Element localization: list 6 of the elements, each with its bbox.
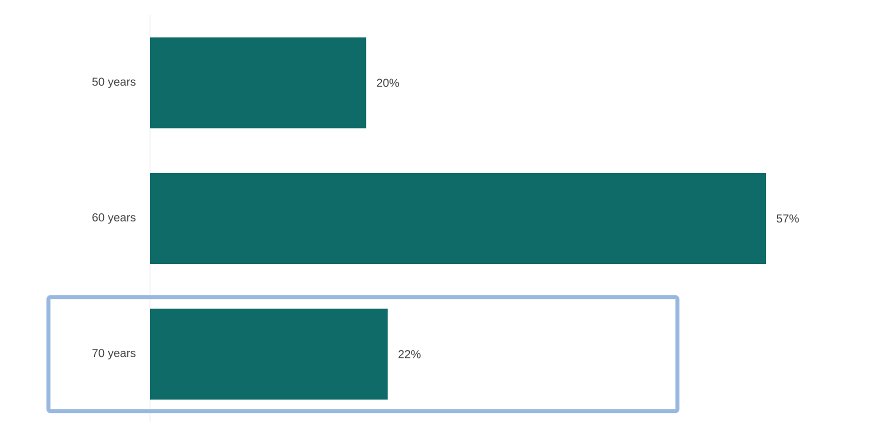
data-label: 20% <box>376 78 399 87</box>
data-label: 57% <box>776 214 799 223</box>
y-tick-label: 70 years <box>92 348 136 360</box>
y-tick-label: 50 years <box>92 78 136 88</box>
y-tick-label: 60 years <box>92 213 136 224</box>
data-label: 22% <box>398 350 421 358</box>
